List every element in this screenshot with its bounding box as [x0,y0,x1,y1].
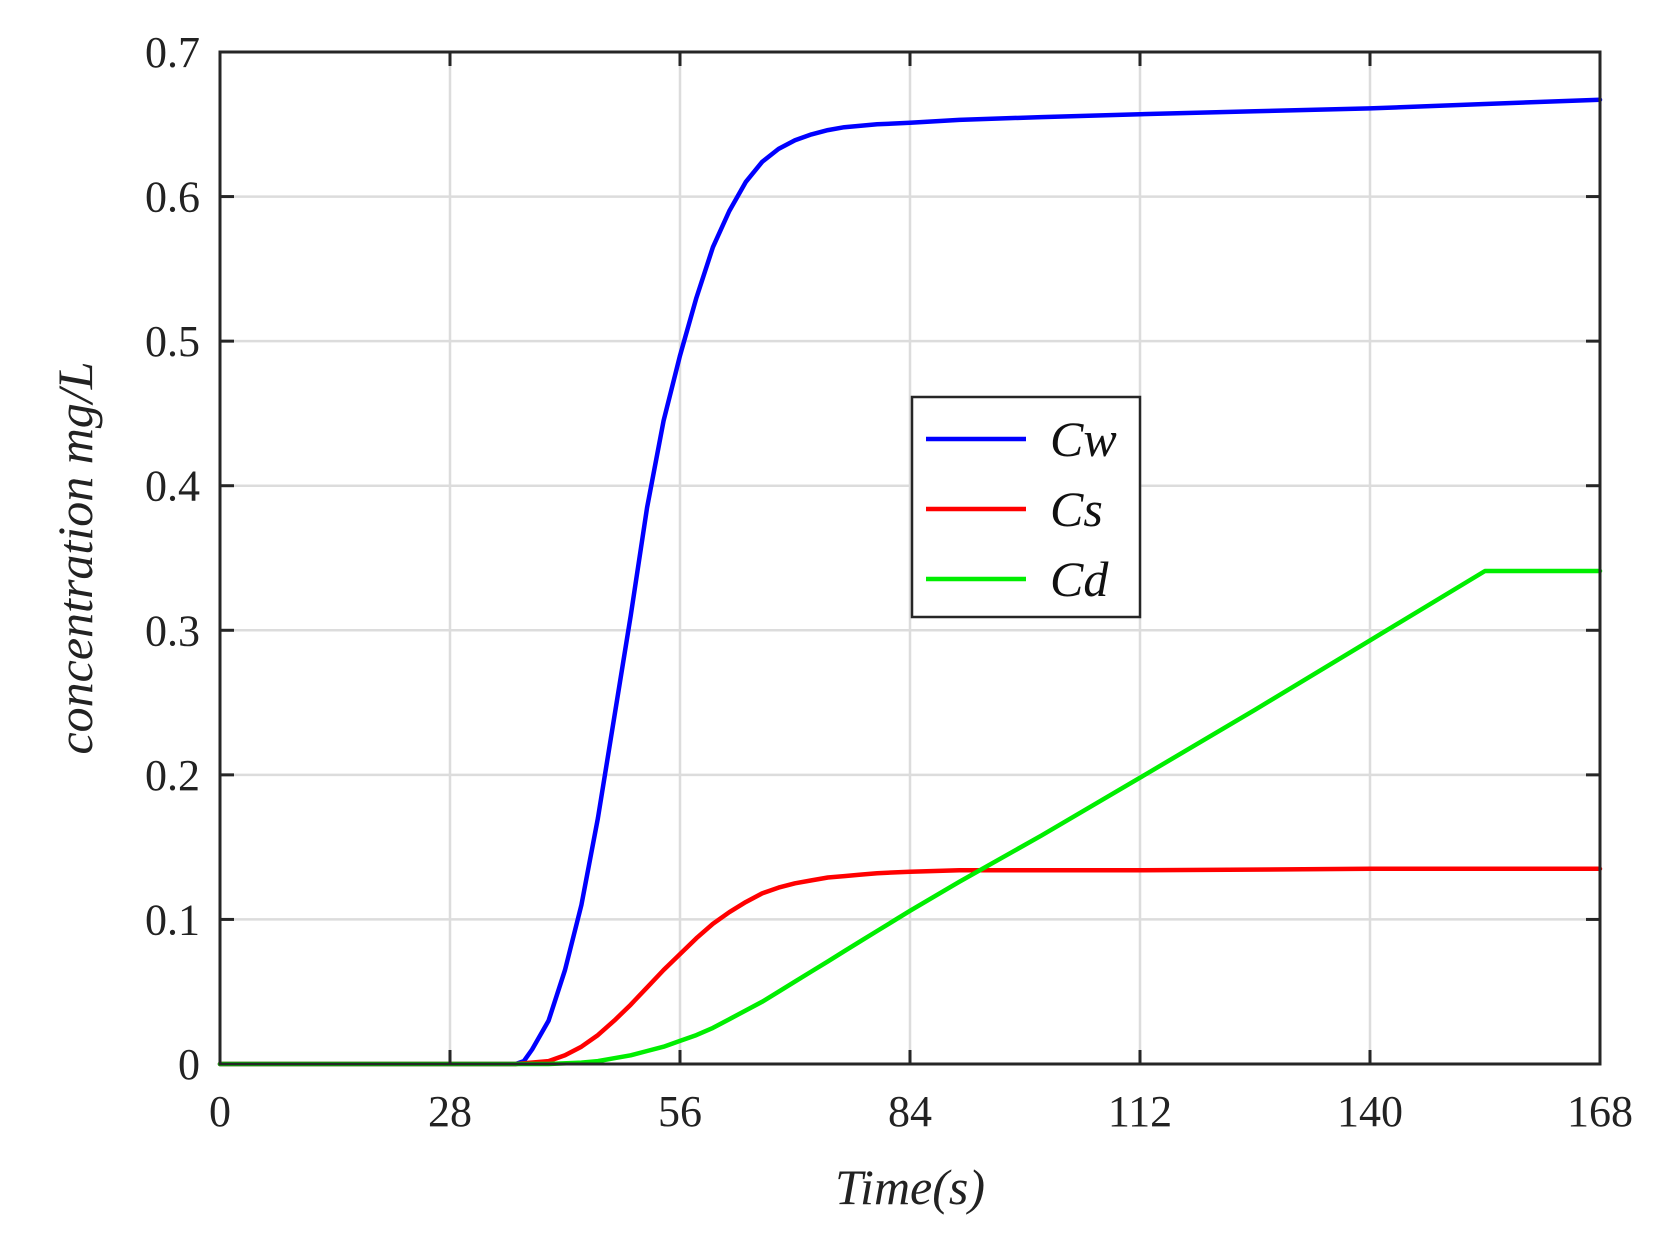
y-tick-label: 0.6 [145,173,200,222]
y-axis-title: concentration mg/L [47,361,103,754]
x-tick-label: 84 [888,1087,932,1136]
legend-label-cs: Cs [1050,481,1103,537]
tick-labels: 0 28 56 84 112 140 168 0 0.1 0.2 0.3 0.4 0.5 0.6 0.7 [145,28,1633,1136]
y-tick-label: 0.7 [145,28,200,77]
legend-label-cd: Cd [1050,551,1109,607]
x-tick-label: 28 [428,1087,472,1136]
x-tick-label: 112 [1108,1087,1172,1136]
series-line-cs [217,866,1603,1067]
grid [220,52,1600,1064]
plot-series [217,97,1603,1067]
y-tick-label: 0.5 [145,317,200,366]
y-tick-label: 0 [178,1040,200,1089]
legend-entries: Cw Cs Cd [926,411,1117,607]
x-tick-label: 168 [1567,1087,1633,1136]
legend: Cw Cs Cd [910,395,1142,619]
axis-ticks [218,50,1602,1066]
series-line-cd [217,568,1603,1067]
series-line-cw [217,97,1603,1067]
y-tick-label: 0.3 [145,606,200,655]
x-axis-title: Time(s) [835,1159,985,1215]
x-tick-label: 0 [209,1087,231,1136]
y-tick-label: 0.1 [145,895,200,944]
legend-label-cw: Cw [1050,411,1117,467]
x-tick-label: 140 [1337,1087,1403,1136]
y-tick-label: 0.2 [145,751,200,800]
x-tick-label: 56 [658,1087,702,1136]
y-tick-label: 0.4 [145,462,200,511]
